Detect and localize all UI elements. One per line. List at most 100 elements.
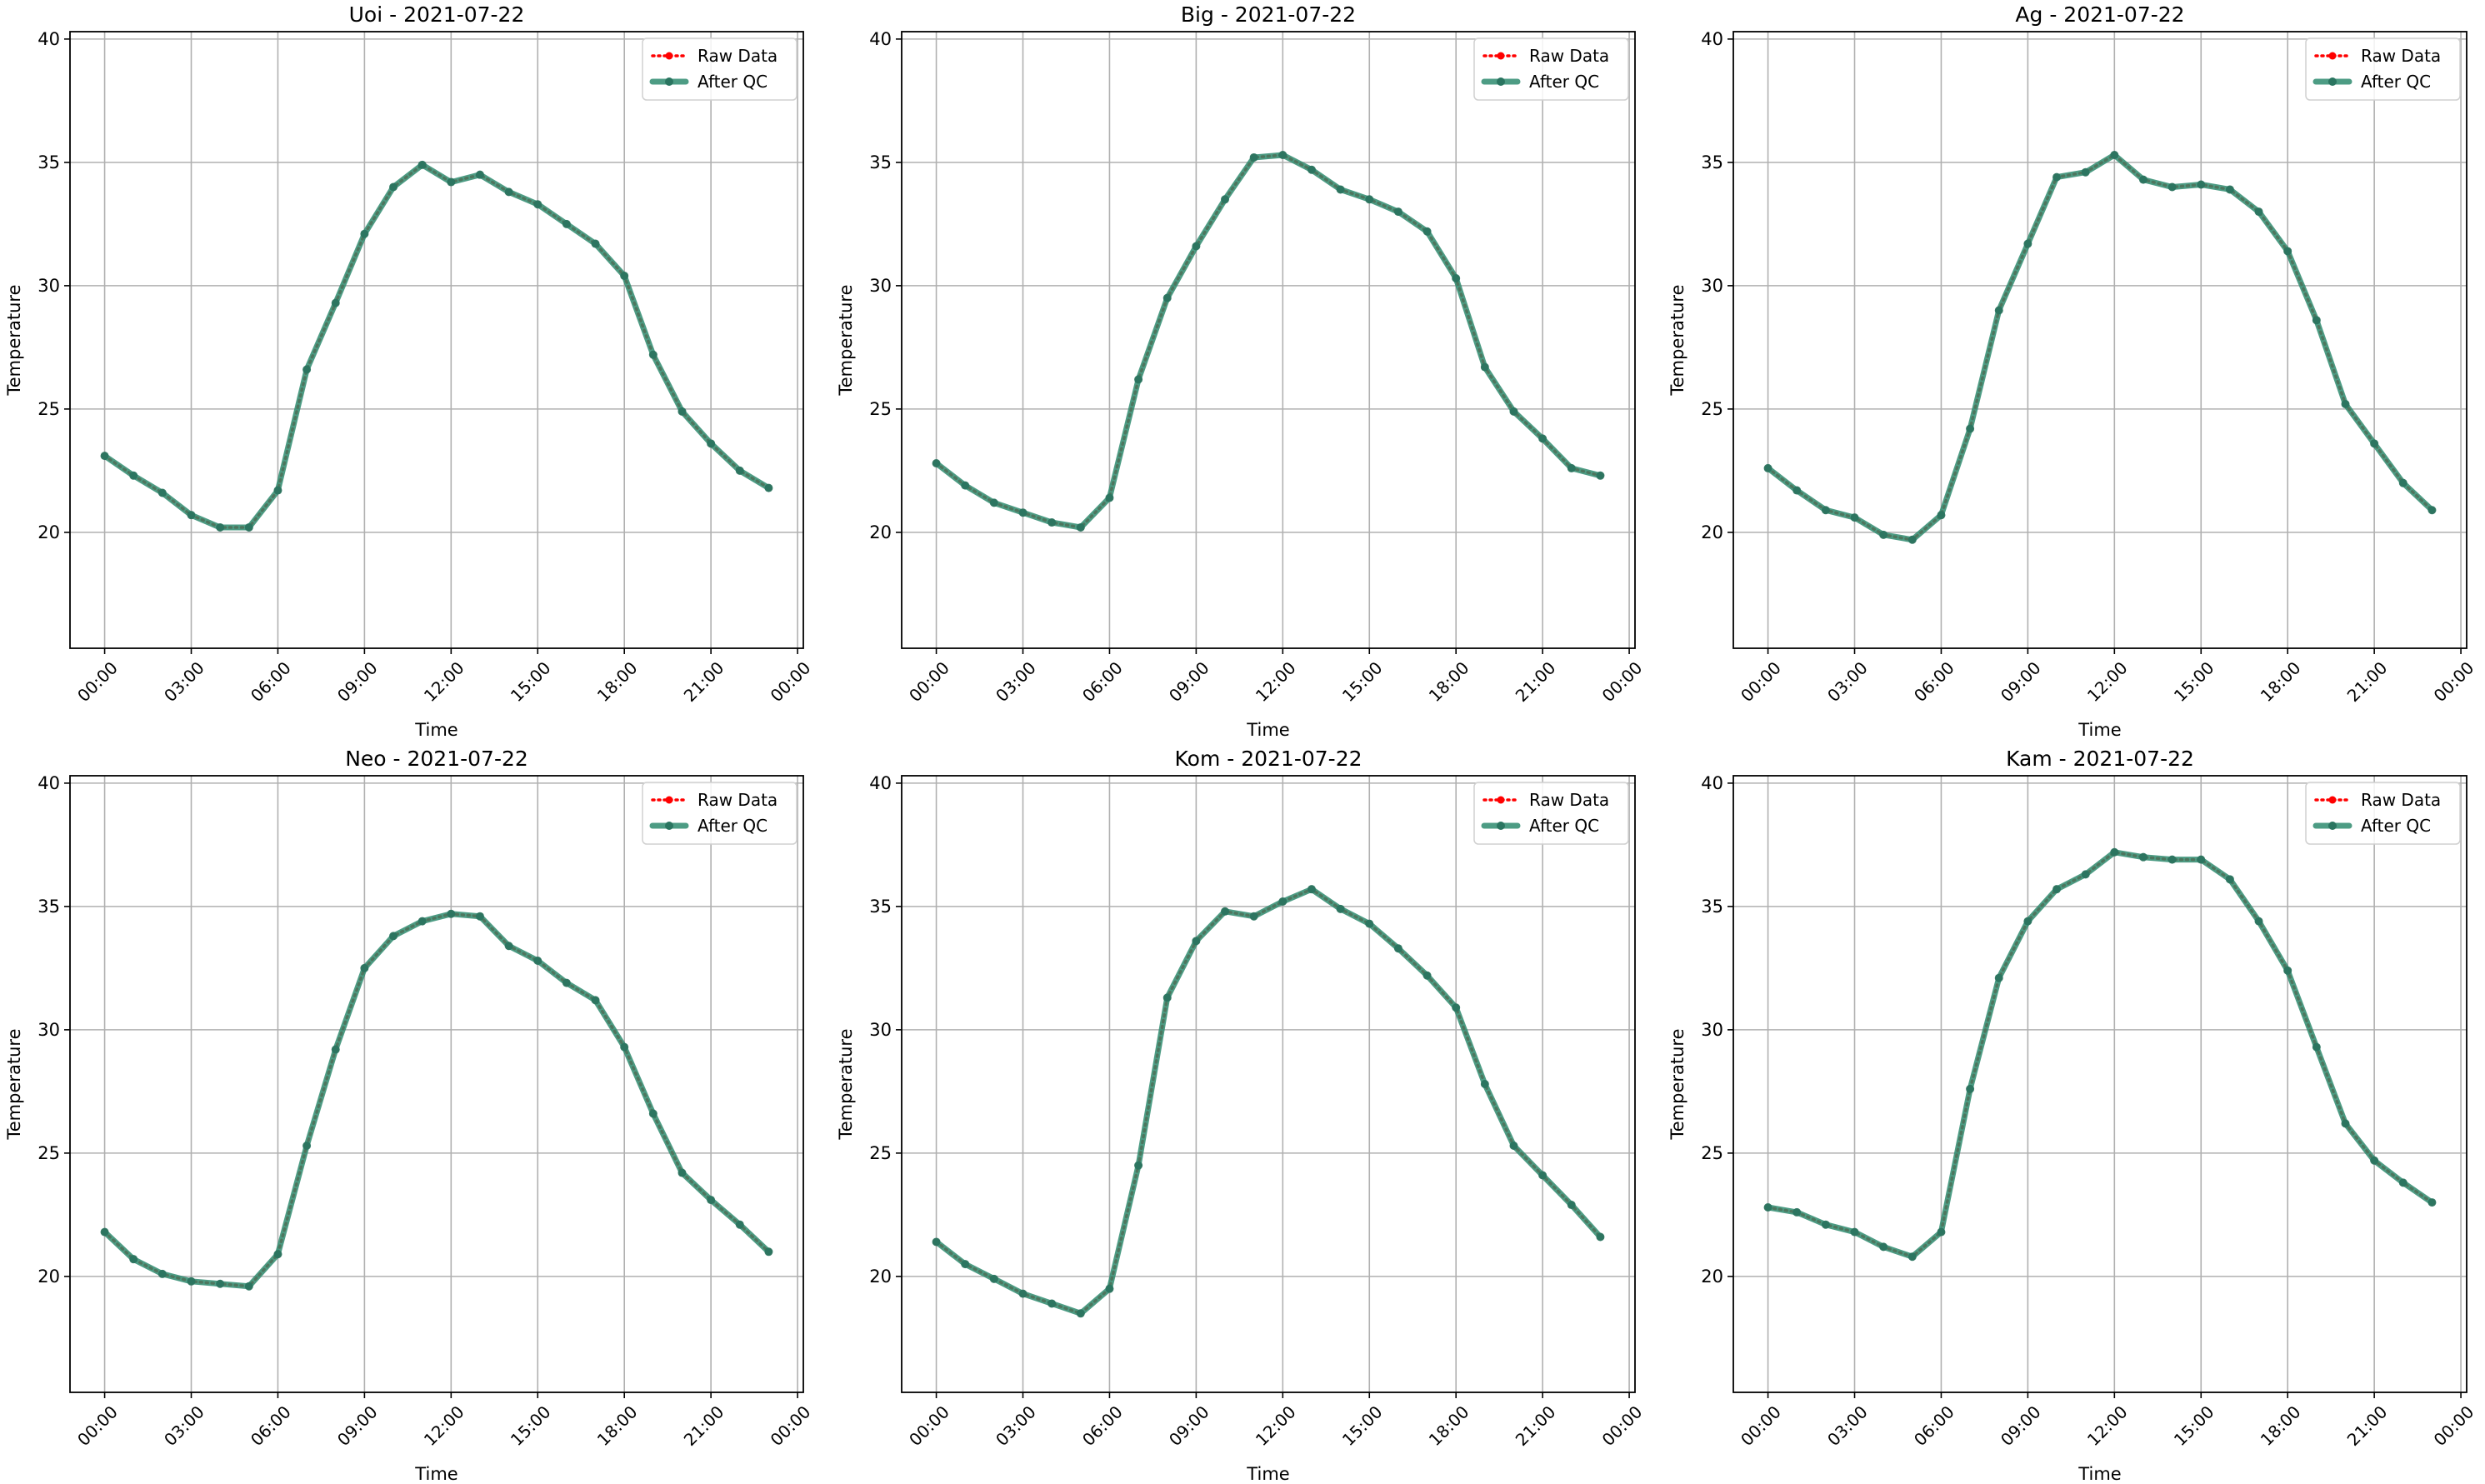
data-point-after-qc	[273, 486, 282, 495]
legend: Raw Data After QC	[2305, 37, 2461, 101]
data-point-after-qc	[1994, 973, 2003, 982]
data-point-after-qc	[1538, 434, 1548, 443]
y-tick-label: 35	[869, 897, 892, 917]
y-tick-label: 30	[869, 1020, 892, 1040]
data-point-after-qc	[1076, 1309, 1085, 1318]
y-tick-label: 40	[869, 29, 892, 49]
data-point-after-qc	[1763, 1203, 1772, 1212]
chart-title: Kom - 2021-07-22	[1175, 747, 1362, 771]
data-point-after-qc	[1879, 530, 1888, 539]
x-axis-label: Time	[414, 720, 458, 740]
data-point-after-qc	[2312, 1042, 2321, 1052]
data-point-after-qc	[1278, 151, 1288, 159]
series-line-after-qc	[933, 152, 1603, 531]
data-point-after-qc	[447, 177, 456, 187]
data-point-after-qc	[2197, 180, 2206, 189]
data-point-after-qc	[961, 481, 970, 490]
y-tick-label: 20	[38, 522, 60, 542]
y-tick-label: 25	[1701, 1143, 1723, 1163]
data-point-after-qc	[1821, 506, 1830, 515]
data-point-after-qc	[216, 522, 225, 532]
data-point-after-qc	[2341, 1119, 2350, 1128]
x-axis-label: Time	[2078, 1464, 2121, 1484]
legend-label-raw-data: Raw Data	[2361, 790, 2441, 810]
data-point-after-qc	[360, 229, 369, 238]
data-point-after-qc	[504, 942, 513, 951]
data-point-after-qc	[1134, 1161, 1143, 1170]
legend-marker-after-qc	[2328, 77, 2337, 86]
legend-label-raw-data: Raw Data	[1529, 46, 1609, 66]
y-tick-label: 30	[38, 1020, 60, 1040]
data-point-after-qc	[932, 459, 941, 467]
y-tick-label: 20	[869, 522, 892, 542]
data-point-after-qc	[100, 1227, 109, 1237]
legend-marker-raw-data	[2328, 52, 2337, 60]
data-point-after-qc	[2081, 870, 2090, 879]
subplot-1: 00:00 03:00 06:00 09:00 12:00 15:00 18:00 21:00…	[4, 2, 814, 740]
plot-frame	[901, 31, 1636, 649]
data-point-after-qc	[1249, 912, 1258, 921]
data-point-after-qc	[1336, 904, 1345, 913]
data-point-after-qc	[648, 1109, 658, 1118]
data-point-after-qc	[2081, 167, 2090, 177]
y-tick-label: 30	[1701, 1020, 1723, 1040]
y-tick-label: 25	[38, 399, 60, 419]
data-point-after-qc	[1018, 1289, 1028, 1298]
plot-frame	[1732, 31, 2468, 649]
data-point-after-qc	[2428, 506, 2437, 515]
data-point-after-qc	[533, 200, 542, 209]
y-tick-label: 35	[869, 152, 892, 172]
data-point-after-qc	[2283, 247, 2292, 256]
legend: Raw Data After QC	[642, 782, 798, 845]
data-point-after-qc	[1393, 207, 1402, 217]
data-point-after-qc	[2312, 316, 2321, 325]
data-point-after-qc	[2283, 966, 2292, 975]
legend-marker-raw-data	[2328, 796, 2337, 804]
legend: Raw Data After QC	[642, 37, 798, 101]
x-axis-label: Time	[1246, 720, 1289, 740]
y-tick-label: 40	[869, 773, 892, 793]
data-point-after-qc	[360, 963, 369, 972]
data-point-after-qc	[1162, 993, 1172, 1002]
legend-marker-after-qc	[1497, 822, 1505, 830]
y-tick-label: 25	[1701, 399, 1723, 419]
y-tick-label: 40	[1701, 773, 1723, 793]
legend: Raw Data After QC	[1473, 782, 1629, 845]
y-tick-label: 25	[869, 399, 892, 419]
data-point-after-qc	[1538, 1171, 1548, 1180]
y-tick-label: 25	[38, 1143, 60, 1163]
legend-marker-after-qc	[665, 77, 673, 86]
data-point-after-qc	[1307, 885, 1316, 894]
legend: Raw Data After QC	[2305, 782, 2461, 845]
data-point-after-qc	[273, 1250, 282, 1259]
data-point-after-qc	[1596, 1232, 1605, 1242]
data-point-after-qc	[591, 996, 600, 1005]
data-point-after-qc	[2168, 855, 2177, 864]
legend-marker-raw-data	[665, 796, 673, 804]
data-point-after-qc	[707, 439, 716, 448]
y-axis-label: Temperature	[1668, 284, 1688, 396]
data-point-after-qc	[2428, 1198, 2437, 1207]
data-point-after-qc	[932, 1237, 941, 1247]
data-point-after-qc	[1850, 1227, 1859, 1237]
legend-label-after-qc: After QC	[698, 816, 768, 836]
y-tick-label: 20	[38, 1267, 60, 1287]
data-point-after-qc	[1452, 1003, 1461, 1012]
y-tick-label: 30	[869, 276, 892, 296]
data-point-after-qc	[591, 239, 600, 248]
data-point-after-qc	[418, 917, 427, 926]
data-point-after-qc	[1763, 463, 1772, 472]
data-point-after-qc	[2225, 875, 2234, 884]
data-point-after-qc	[1134, 375, 1143, 384]
data-point-after-qc	[1393, 944, 1402, 953]
data-point-after-qc	[331, 298, 340, 307]
data-point-after-qc	[1792, 1207, 1802, 1217]
data-point-after-qc	[2110, 847, 2119, 857]
chart-title: Neo - 2021-07-22	[345, 747, 528, 771]
data-point-after-qc	[1048, 518, 1057, 527]
data-point-after-qc	[504, 187, 513, 197]
data-point-after-qc	[1221, 195, 1230, 204]
data-point-after-qc	[961, 1260, 970, 1269]
